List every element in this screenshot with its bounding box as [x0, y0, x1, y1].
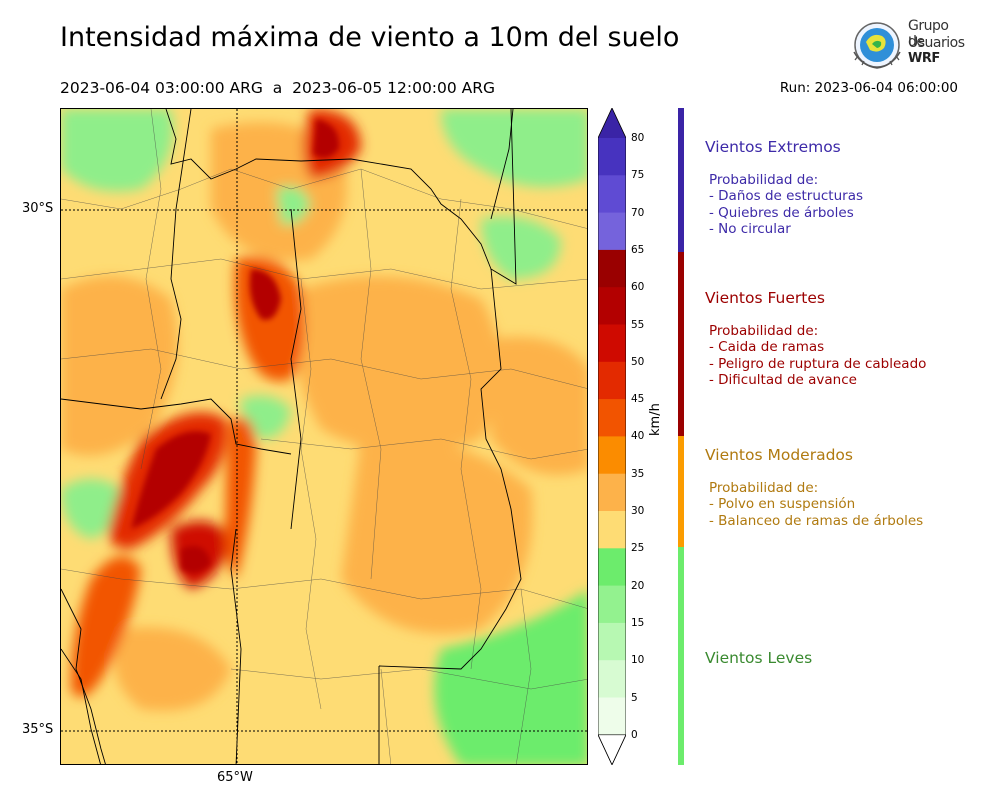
colorbar-segment [598, 399, 626, 437]
severity-bar-moderados [678, 436, 684, 547]
colorbar-unit: km/h [648, 403, 663, 436]
severity-bar-leves [678, 547, 684, 765]
colorbar [598, 108, 626, 765]
colorbar-segment [598, 585, 626, 624]
wind-field [61, 109, 587, 764]
colorbar-tick-label: 0 [631, 728, 638, 741]
colorbar-tick-label: 5 [631, 691, 638, 704]
colorbar-segment [598, 660, 626, 698]
colorbar-segment [598, 511, 626, 549]
colorbar-segment [598, 622, 626, 661]
severity-bar-extremos [678, 108, 684, 252]
colorbar-tick-label: 65 [631, 243, 645, 256]
wind-map[interactable] [60, 108, 588, 765]
colorbar-segment [598, 212, 626, 251]
colorbar-segment [598, 548, 626, 587]
colorbar-tick-label: 15 [631, 616, 645, 629]
colorbar-segment [598, 473, 626, 512]
colorbar-segment [598, 697, 626, 736]
run-time: Run: 2023-06-04 06:00:00 [779, 80, 958, 96]
colorbar-segment [598, 175, 626, 214]
colorbar-extend-top [598, 108, 626, 138]
category-title-moderados: Vientos Moderados [705, 446, 853, 464]
colorbar-segment [598, 324, 626, 363]
colorbar-tick-label: 60 [631, 281, 645, 294]
wrf-logo: Grupo de Usuarios WRF [848, 16, 968, 74]
lat-label-30s: 30°S [22, 201, 54, 216]
forecast-period: 2023-06-04 03:00:00 ARG a 2023-06-05 12:… [60, 79, 496, 97]
category-desc-moderados: Probabilidad de: - Polvo en suspensión -… [709, 480, 923, 529]
lon-label-65w: 65°W [217, 770, 253, 785]
category-title-extremos: Vientos Extremos [705, 138, 841, 156]
logo-text-line3: WRF [908, 51, 940, 66]
page-title: Intensidad máxima de viento a 10m del su… [60, 22, 680, 53]
colorbar-tick-label: 35 [631, 467, 645, 480]
desc-line: - Daños de estructuras [709, 188, 864, 205]
desc-line: - Quiebres de árboles [709, 204, 854, 221]
severity-bar-fuertes [678, 252, 684, 436]
colorbar-tick-label: 45 [631, 393, 645, 406]
desc-line: Probabilidad de: [709, 172, 819, 188]
desc-line: - Polvo en suspensión [709, 496, 856, 513]
desc-line: - Dificultad de avance [709, 371, 857, 388]
desc-line: - Caida de ramas [709, 339, 825, 356]
desc-line: - Peligro de ruptura de cableado [709, 355, 927, 372]
colorbar-tick-label: 40 [631, 430, 645, 443]
colorbar-tick-label: 25 [631, 542, 645, 555]
colorbar-segment [598, 249, 626, 288]
category-title-fuertes: Vientos Fuertes [705, 289, 825, 307]
category-desc-extremos: Probabilidad de: - Daños de estructuras … [709, 172, 863, 237]
colorbar-tick-label: 55 [631, 318, 645, 331]
desc-line: - Balanceo de ramas de árboles [709, 512, 924, 529]
logo-text-line2: Usuarios [908, 35, 965, 51]
colorbar-segment [598, 361, 626, 400]
colorbar-tick-label: 80 [631, 132, 645, 144]
colorbar-tick-label: 50 [631, 355, 645, 368]
colorbar-tick-label: 20 [631, 579, 645, 592]
desc-line: Probabilidad de: [709, 480, 819, 496]
desc-line: - No circular [709, 220, 791, 237]
globe-icon [853, 22, 901, 69]
category-desc-fuertes: Probabilidad de: - Caida de ramas - Peli… [709, 323, 926, 388]
colorbar-segment [598, 436, 626, 475]
colorbar-segment [598, 138, 626, 176]
desc-line: Probabilidad de: [709, 323, 819, 339]
colorbar-tick-label: 70 [631, 206, 645, 219]
colorbar-tick-label: 10 [631, 654, 645, 667]
category-title-leves: Vientos Leves [705, 649, 813, 667]
logo-text-line1: Grupo de [908, 18, 949, 50]
colorbar-tick-label: 30 [631, 505, 645, 517]
colorbar-extend-bottom [598, 734, 626, 765]
colorbar-tick-label: 75 [631, 169, 645, 182]
colorbar-segment [598, 287, 626, 325]
lat-label-35s: 35°S [22, 722, 54, 737]
